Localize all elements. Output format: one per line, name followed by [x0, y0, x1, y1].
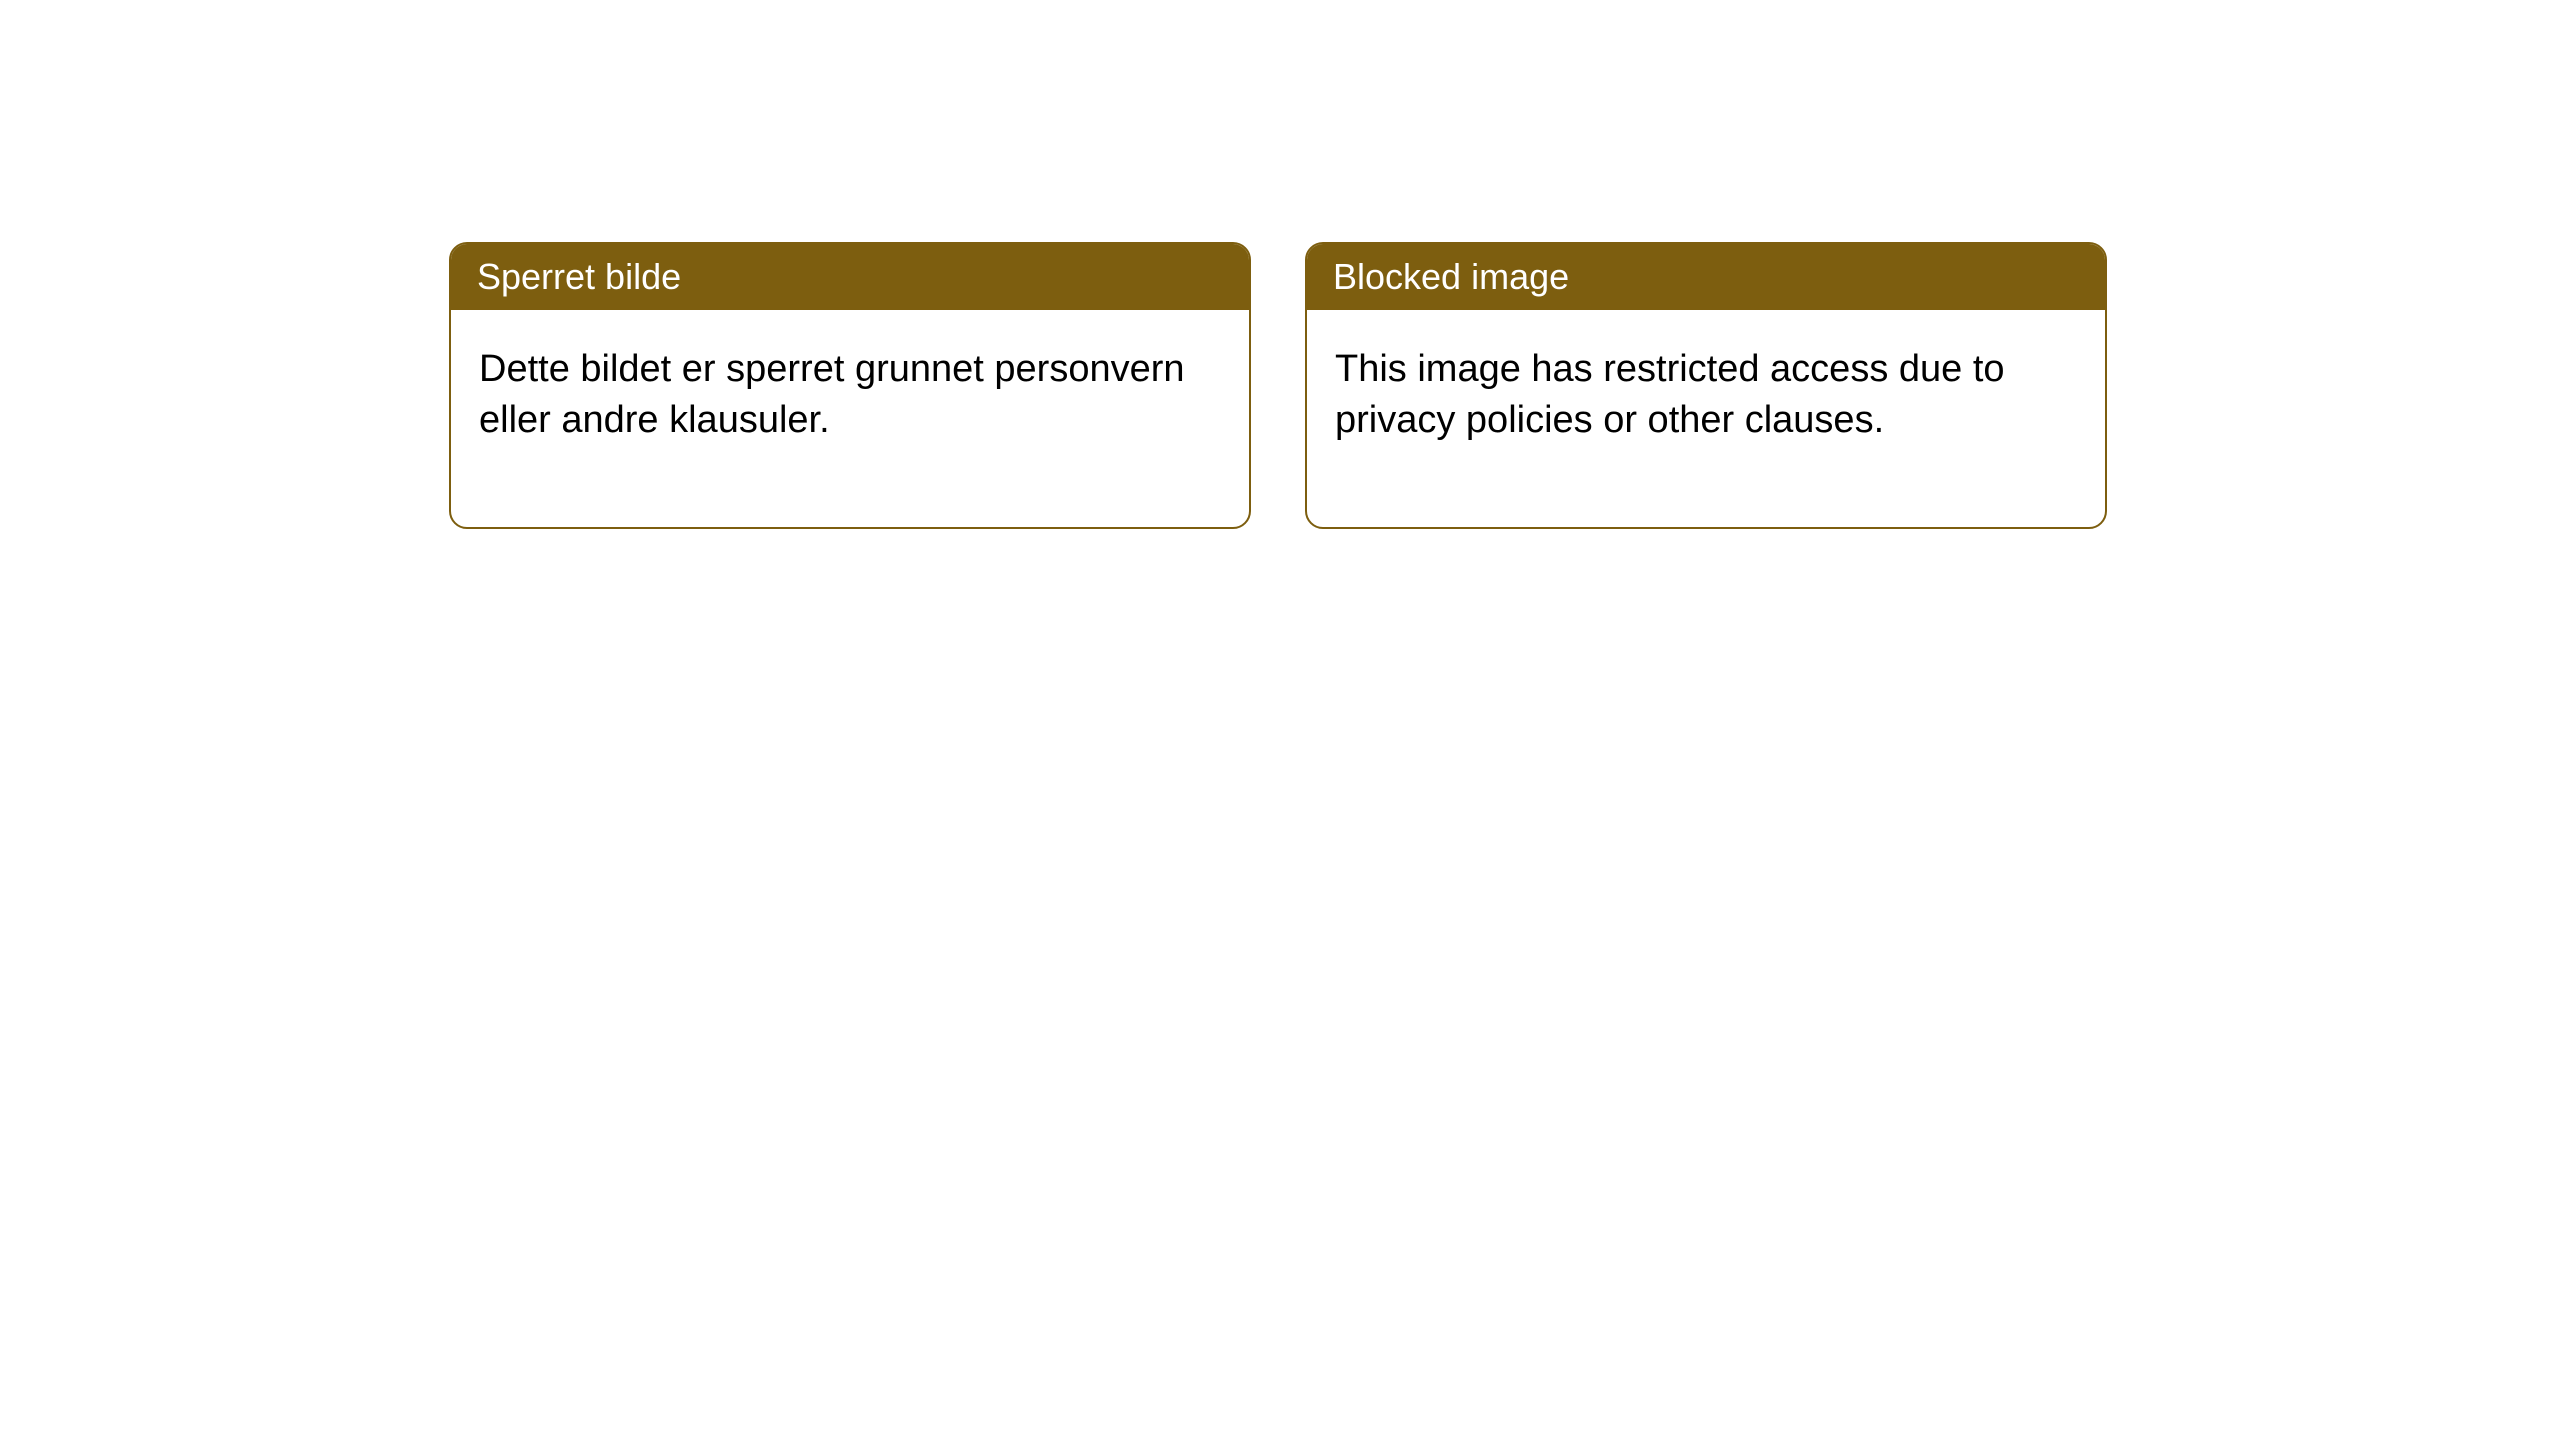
card-body: This image has restricted access due to … [1307, 310, 2105, 527]
notice-card-norwegian: Sperret bilde Dette bildet er sperret gr… [449, 242, 1251, 529]
card-body: Dette bildet er sperret grunnet personve… [451, 310, 1249, 527]
card-header: Blocked image [1307, 244, 2105, 310]
notice-card-english: Blocked image This image has restricted … [1305, 242, 2107, 529]
card-body-text: Dette bildet er sperret grunnet personve… [479, 348, 1185, 441]
card-body-text: This image has restricted access due to … [1335, 348, 2005, 441]
notice-container: Sperret bilde Dette bildet er sperret gr… [0, 0, 2560, 529]
card-header: Sperret bilde [451, 244, 1249, 310]
card-title: Blocked image [1333, 256, 1569, 297]
card-title: Sperret bilde [477, 256, 681, 297]
